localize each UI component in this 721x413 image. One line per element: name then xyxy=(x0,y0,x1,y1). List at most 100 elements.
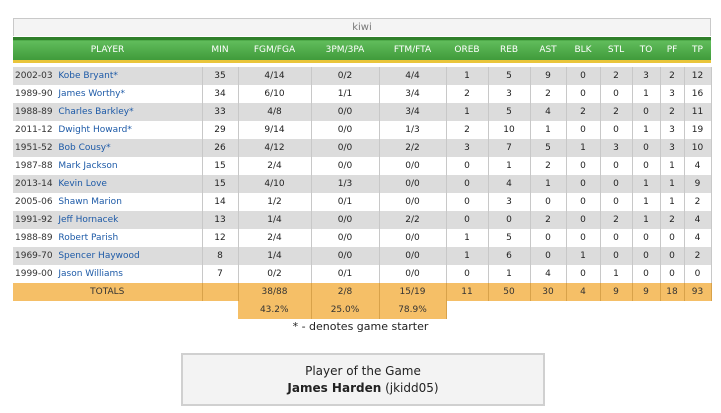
stat-tp: 4 xyxy=(684,157,712,175)
stat-ft: 4/4 xyxy=(379,67,447,85)
table-caption: kiwi xyxy=(13,18,711,36)
header-stl: STL xyxy=(600,37,632,63)
starter-note: * - denotes game starter xyxy=(292,320,429,333)
player-name-link[interactable]: Kevin Love xyxy=(58,179,107,189)
stat-ft: 0/0 xyxy=(379,157,447,175)
stat-min: 33 xyxy=(202,103,239,121)
season-label: 1987-88 xyxy=(15,161,53,171)
boxscore-table: PLAYER MIN FGM/FGA 3PM/3PA FTM/FTA OREB … xyxy=(13,37,712,319)
stat-reb: 5 xyxy=(488,103,531,121)
potg-user: (jkidd05) xyxy=(385,381,439,395)
stat-fg: 1/2 xyxy=(238,193,312,211)
stat-ft: 3/4 xyxy=(379,85,447,103)
stat-min: 7 xyxy=(202,265,239,283)
totals-tp: 93 xyxy=(684,283,712,301)
stat-ast: 5 xyxy=(530,139,567,157)
stat-min: 26 xyxy=(202,139,239,157)
stat-fg: 9/14 xyxy=(238,121,312,139)
stat-tp3: 0/0 xyxy=(311,121,380,139)
header-tp: TP xyxy=(684,37,711,63)
stat-fg: 4/12 xyxy=(238,139,312,157)
pct-spacer xyxy=(446,301,711,319)
stat-reb: 6 xyxy=(488,247,531,265)
stat-tp3: 0/0 xyxy=(311,139,380,157)
stat-tp: 4 xyxy=(684,229,712,247)
stat-stl: 0 xyxy=(600,121,633,139)
stat-stl: 3 xyxy=(600,139,633,157)
stat-blk: 2 xyxy=(566,103,601,121)
stat-reb: 0 xyxy=(488,211,531,229)
stat-tp3: 0/1 xyxy=(311,265,380,283)
stat-to: 3 xyxy=(632,67,661,85)
stat-ast: 2 xyxy=(530,85,567,103)
totals-oreb: 11 xyxy=(446,283,489,301)
player-name-link[interactable]: Dwight Howard* xyxy=(58,125,132,135)
stat-oreb: 0 xyxy=(446,157,489,175)
stat-pf: 3 xyxy=(660,85,685,103)
potg-player: James Harden xyxy=(287,381,382,395)
player-cell: 1999-00 Jason Williams xyxy=(13,265,203,283)
stat-tp: 4 xyxy=(684,211,712,229)
stat-tp: 19 xyxy=(684,121,712,139)
stat-ast: 2 xyxy=(530,157,567,175)
stat-ft: 2/2 xyxy=(379,139,447,157)
header-gap xyxy=(13,61,711,67)
player-name-link[interactable]: Kobe Bryant* xyxy=(58,71,118,81)
stat-blk: 0 xyxy=(566,211,601,229)
stat-tp: 16 xyxy=(684,85,712,103)
totals-to: 9 xyxy=(632,283,661,301)
pct-spacer xyxy=(202,301,238,319)
player-name-link[interactable]: Jeff Hornacek xyxy=(58,215,119,225)
table-row: 1991-92 Jeff Hornacek 13 1/4 0/0 2/2 0 0 2 0 2 1 2 4 xyxy=(13,211,712,229)
totals-ft: 15/19 xyxy=(379,283,447,301)
table-row: 1987-88 Mark Jackson 15 2/4 0/0 0/0 0 1 2 0 0 0 1 4 xyxy=(13,157,712,175)
stat-tp: 12 xyxy=(684,67,712,85)
table-row: 2005-06 Shawn Marion 14 1/2 0/1 0/0 0 3 0 0 0 1 1 2 xyxy=(13,193,712,211)
player-name-link[interactable]: Jason Williams xyxy=(58,269,123,279)
stat-ast: 2 xyxy=(530,211,567,229)
player-name-link[interactable]: Spencer Haywood xyxy=(58,251,140,261)
player-cell: 1951-52 Bob Cousy* xyxy=(13,139,203,157)
totals-label: TOTALS xyxy=(13,283,203,301)
stat-pf: 1 xyxy=(660,175,685,193)
player-name-link[interactable]: Shawn Marion xyxy=(58,197,122,207)
stat-ast: 0 xyxy=(530,247,567,265)
season-label: 2011-12 xyxy=(15,125,53,135)
stat-oreb: 1 xyxy=(446,247,489,265)
player-name-link[interactable]: Charles Barkley* xyxy=(58,107,134,117)
stat-min: 34 xyxy=(202,85,239,103)
table-row: 2002-03 Kobe Bryant* 35 4/14 0/2 4/4 1 5 9 0 2 3 2 1… xyxy=(13,67,712,85)
player-cell: 1989-90 James Worthy* xyxy=(13,85,203,103)
stat-tp: 10 xyxy=(684,139,712,157)
stat-blk: 1 xyxy=(566,247,601,265)
stat-oreb: 3 xyxy=(446,139,489,157)
table-row: 1999-00 Jason Williams 7 0/2 0/1 0/0 0 1 4 0 1 0 0 0 xyxy=(13,265,712,283)
season-label: 1989-90 xyxy=(15,89,53,99)
stat-min: 15 xyxy=(202,157,239,175)
player-name-link[interactable]: Robert Parish xyxy=(58,233,119,243)
stat-min: 15 xyxy=(202,175,239,193)
player-name-link[interactable]: James Worthy* xyxy=(58,89,126,99)
stat-reb: 1 xyxy=(488,157,531,175)
stat-ft: 1/3 xyxy=(379,121,447,139)
season-label: 1988-89 xyxy=(15,233,53,243)
stat-stl: 0 xyxy=(600,175,633,193)
stat-stl: 0 xyxy=(600,157,633,175)
stat-oreb: 0 xyxy=(446,175,489,193)
stat-blk: 0 xyxy=(566,229,601,247)
stat-fg: 0/2 xyxy=(238,265,312,283)
stat-pf: 0 xyxy=(660,265,685,283)
header-3pm-3pa: 3PM/3PA xyxy=(311,37,379,63)
stat-tp3: 0/0 xyxy=(311,229,380,247)
totals-stl: 9 xyxy=(600,283,633,301)
stat-stl: 0 xyxy=(600,229,633,247)
stat-fg: 4/8 xyxy=(238,103,312,121)
player-name-link[interactable]: Bob Cousy* xyxy=(58,143,111,153)
stat-ft: 0/0 xyxy=(379,175,447,193)
stat-min: 12 xyxy=(202,229,239,247)
stat-ft: 2/2 xyxy=(379,211,447,229)
stat-min: 13 xyxy=(202,211,239,229)
stat-ast: 0 xyxy=(530,193,567,211)
stat-to: 0 xyxy=(632,139,661,157)
player-name-link[interactable]: Mark Jackson xyxy=(58,161,118,171)
